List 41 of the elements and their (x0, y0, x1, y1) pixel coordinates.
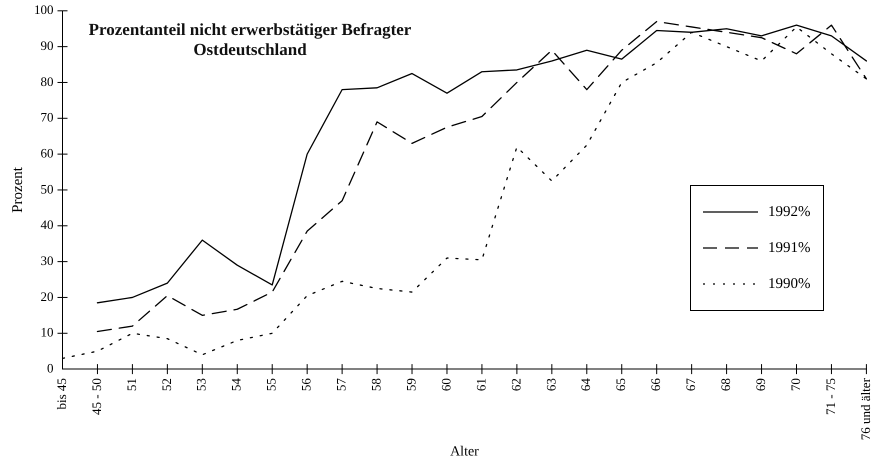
y-tick-label: 20 (40, 288, 54, 304)
y-tick-label: 60 (40, 146, 54, 161)
legend-label: 1990% (768, 276, 810, 292)
y-tick-label: 40 (40, 217, 54, 232)
x-tick-label: 56 (298, 378, 314, 392)
x-tick-label: 61 (473, 378, 488, 392)
y-tick-label: 90 (40, 38, 54, 54)
y-tick-label: 30 (40, 253, 54, 268)
y-axis-title: Prozent (10, 166, 26, 213)
text: Prozentanteil nicht erwerbstätiger Befragter Ostdeutschland (88, 20, 412, 61)
y-tick-label: 10 (40, 324, 54, 340)
x-tick-label: 57 (334, 378, 349, 392)
x-tick-label: 59 (403, 378, 418, 392)
legend-label: 1991% (768, 240, 810, 256)
x-tick-label: 64 (578, 378, 594, 392)
x-tick-label: 51 (124, 378, 139, 392)
x-tick-label: 63 (543, 378, 558, 392)
x-tick-label: 52 (158, 378, 174, 392)
y-tick-label: 100 (34, 2, 54, 18)
x-tick-label: 67 (683, 378, 698, 392)
x-tick-label: 68 (718, 378, 734, 392)
y-tick-label: 70 (40, 110, 54, 125)
x-tick-label: 45 - 50 (88, 378, 104, 415)
x-tick-label: 58 (368, 378, 384, 392)
x-tick-label: 69 (752, 378, 768, 392)
x-tick-label: bis 45 (54, 378, 69, 410)
x-tick-label: 60 (438, 378, 454, 392)
x-tick-label: 65 (613, 378, 628, 392)
x-tick-label: 76 und älter (858, 377, 873, 440)
x-tick-label: 70 (788, 378, 803, 392)
x-tick-label: 55 (264, 378, 279, 392)
y-tick-label: 0 (47, 360, 54, 376)
x-tick-label: 54 (228, 378, 244, 392)
x-tick-label: 71 - 75 (822, 378, 838, 415)
y-tick-label: 50 (40, 181, 54, 196)
x-tick-label: 62 (508, 378, 524, 392)
x-axis-title: Alter (450, 444, 480, 460)
y-tick-label: 80 (40, 74, 54, 89)
legend-label: 1992% (768, 204, 810, 220)
x-tick-label: 66 (648, 378, 664, 392)
x-tick-label: 53 (194, 378, 209, 392)
